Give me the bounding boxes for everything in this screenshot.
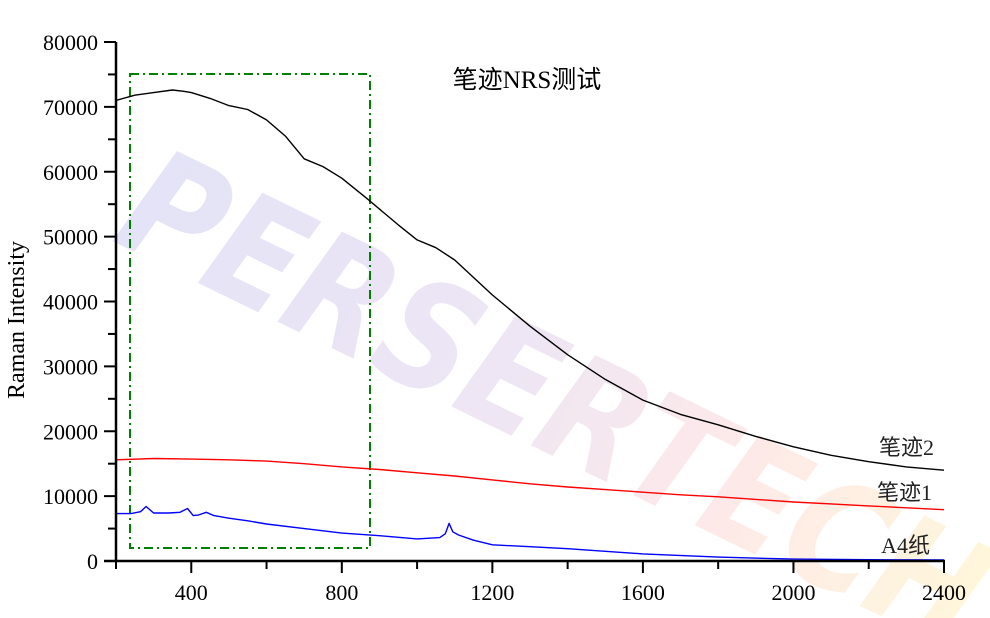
x-tick-label: 400 [175,580,208,605]
x-tick-label: 800 [325,580,358,605]
chart-title: 笔迹NRS测试 [453,66,602,94]
x-axis: 400 800 1200 1600 2000 2400 [104,559,966,605]
series-line-1 [115,457,945,511]
y-axis-title: Raman Intensity [4,241,30,399]
x-tick-label: 2000 [771,580,815,605]
series-label-pen-trace-2: 笔迹2 [879,435,934,460]
y-tick-label: 10000 [43,484,98,509]
y-tick-label: 40000 [43,290,98,315]
watermark: PERSERTECH [94,116,990,618]
x-tick-label: 2400 [922,580,966,605]
series-line-2 [116,505,945,561]
x-tick-label: 1600 [621,580,665,605]
y-tick-label: 60000 [43,160,98,185]
series-label-pen-trace-1: 笔迹1 [877,480,932,505]
y-tick-label: 50000 [43,225,98,250]
y-tick-label: 0 [87,549,98,574]
highlight-region-box [129,73,371,549]
y-axis: 0 10000 20000 30000 40000 50000 60000 70000 8000… [43,30,118,574]
y-tick-label: 30000 [43,354,98,379]
series-label-a4-paper: A4纸 [881,533,930,558]
watermark-text: PERSERTECH [94,116,990,618]
series-line-0 [115,89,945,471]
y-tick-label: 70000 [43,95,98,120]
series-group [115,89,945,561]
y-tick-label: 80000 [43,30,98,55]
y-tick-label: 20000 [43,419,98,444]
x-tick-label: 1200 [470,580,514,605]
